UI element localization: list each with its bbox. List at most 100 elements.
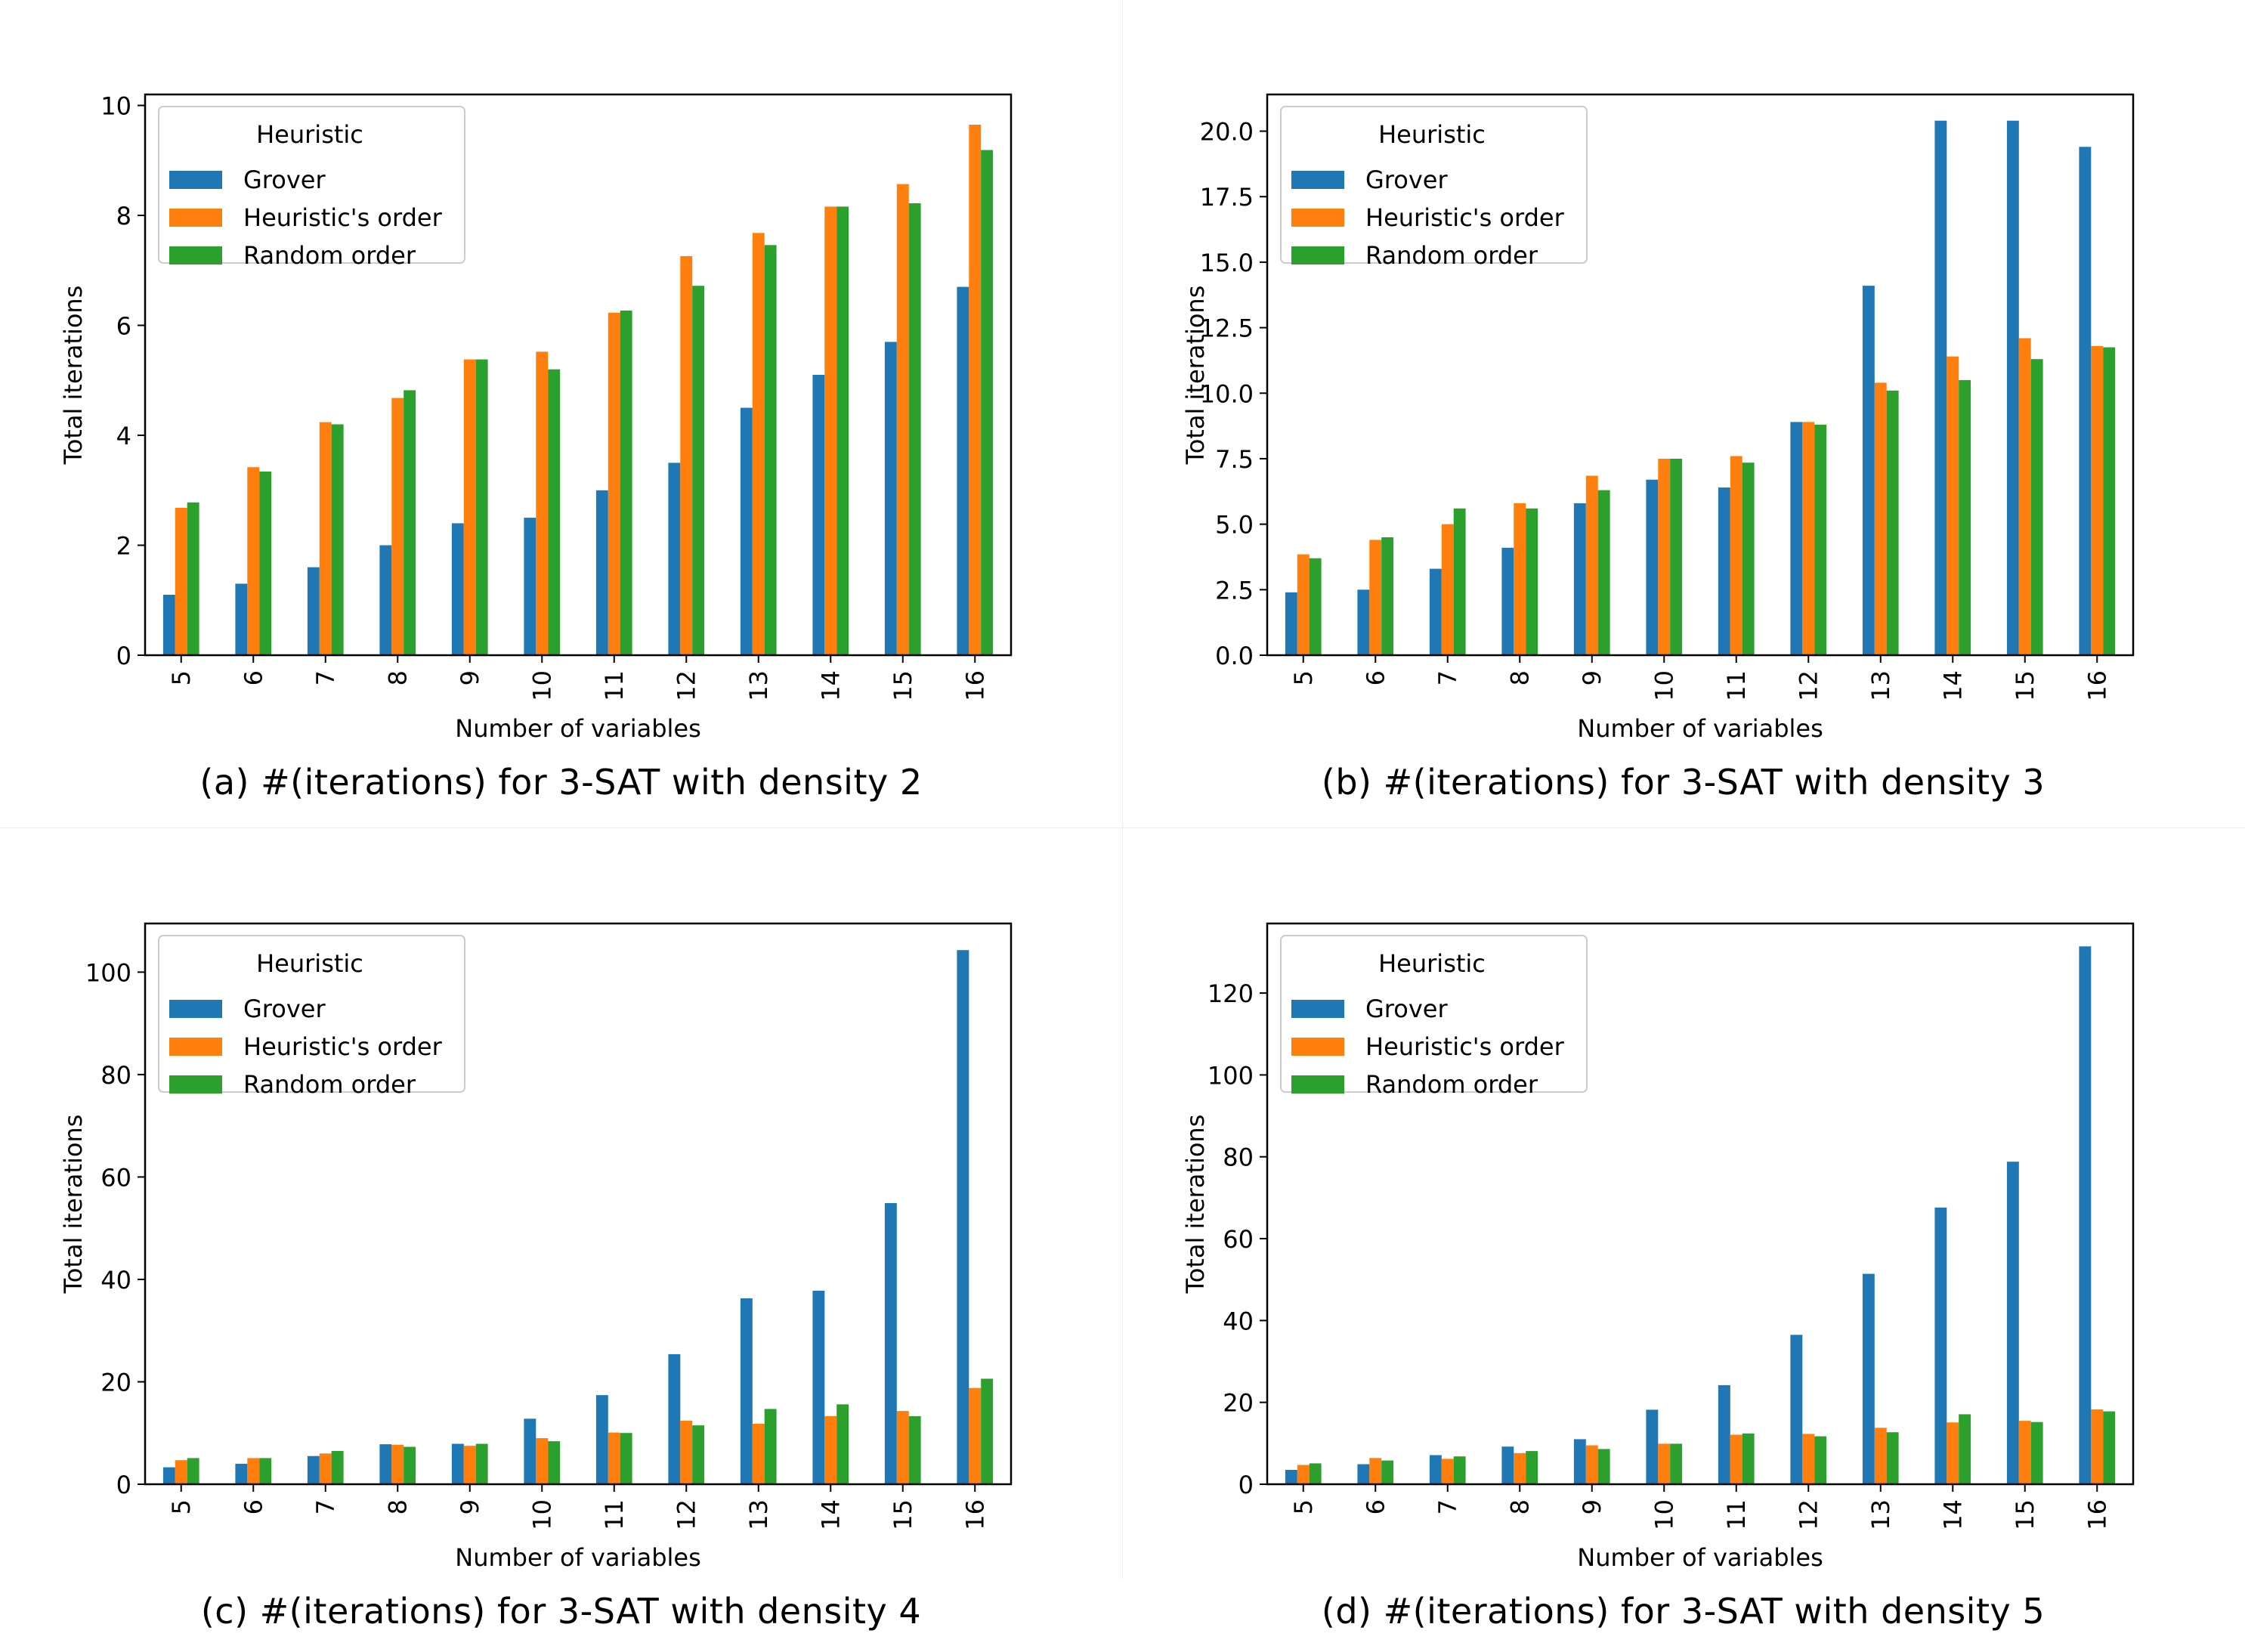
panel-d: 0 20 40 60 80 100 120 5 6 7 8 9 10 11 12 13 14 15 16 Number…: [1122, 829, 2244, 1652]
x-tick-label: 13: [1866, 1499, 1895, 1530]
x-tick-label: 12: [1794, 670, 1823, 701]
x-tick-label: 8: [1505, 1499, 1534, 1514]
bar-heuristic-s-order-13: [1874, 1428, 1887, 1484]
x-tick-label: 7: [1433, 670, 1462, 685]
x-tick-label: 6: [1361, 670, 1390, 685]
bar-random-order-6: [1381, 1460, 1394, 1484]
y-tick-label: 60: [1223, 1225, 1254, 1254]
bar-random-order-12: [1814, 424, 1827, 655]
bar-grover-11: [595, 490, 608, 655]
chart-a: 0 2 4 6 8 10 5 6 7 8 9 10 11 12 13 14 15 16 Number of vari…: [59, 92, 1013, 743]
legend-box: [1280, 106, 1588, 264]
bar-grover-14: [812, 1290, 825, 1484]
bar-random-order-14: [1959, 379, 1971, 655]
bar-heuristic-s-order-6: [1369, 1458, 1382, 1484]
bar-grover-8: [1501, 547, 1514, 655]
bar-heuristic-s-order-7: [1441, 1459, 1454, 1484]
y-tick-label: 5.0: [1215, 511, 1254, 540]
bar-grover-13: [1862, 286, 1875, 655]
plot-frame: [144, 922, 1013, 1486]
bar-grover-15: [884, 342, 897, 655]
x-tick-label: 15: [2011, 670, 2039, 701]
y-tick-label: 20.0: [1200, 118, 1254, 147]
bar-grover-16: [2079, 946, 2092, 1484]
legend-label: Random order: [1365, 1070, 1538, 1099]
x-axis-label: Number of variables: [1577, 714, 1823, 743]
y-tick-label: 15.0: [1200, 249, 1254, 277]
bar-random-order-16: [981, 150, 994, 655]
bar-random-order-6: [1381, 537, 1394, 655]
x-tick-label: 6: [239, 670, 267, 685]
x-tick-label: 13: [744, 670, 773, 701]
x-tick-label: 11: [600, 670, 629, 701]
x-tick-label: 14: [1938, 670, 1967, 701]
bar-heuristic-s-order-8: [391, 398, 404, 655]
bar-grover-14: [1934, 1207, 1947, 1484]
bar-grover-6: [1357, 1464, 1370, 1484]
bar-random-order-7: [331, 1451, 344, 1484]
plot-frame: [1266, 922, 2135, 1486]
bar-grover-12: [668, 462, 681, 655]
bar-heuristic-s-order-7: [319, 1453, 332, 1484]
legend-box: [158, 935, 465, 1093]
y-tick-label: 0: [116, 1471, 131, 1499]
bar-random-order-15: [2030, 359, 2043, 655]
y-axis-label: Total iterations: [1181, 286, 1210, 466]
bar-random-order-15: [908, 1415, 921, 1484]
bar-random-order-15: [908, 203, 921, 655]
bar-heuristic-s-order-15: [896, 184, 909, 656]
legend-title: Heuristic: [1378, 120, 1486, 149]
bar-grover-7: [307, 567, 320, 655]
x-tick-label: 5: [167, 670, 196, 685]
x-tick-label: 5: [1289, 670, 1318, 685]
chart-c: 0 20 40 60 80 100 5 6 7 8 9 10 11 12 13 14 15 16 Number of…: [59, 922, 1013, 1572]
plot-frame: [144, 93, 1013, 657]
legend-label: Heuristic's order: [243, 203, 443, 232]
y-tick-label: 17.5: [1200, 183, 1254, 212]
bar-grover-6: [1357, 589, 1370, 655]
bar-heuristic-s-order-16: [969, 1387, 982, 1484]
y-tick-label: 20: [1223, 1389, 1254, 1418]
legend-label: Random order: [1365, 241, 1538, 270]
caption-d: (d) #(iterations) for 3-SAT with density…: [1321, 1591, 2046, 1632]
y-tick-label: 80: [100, 1061, 131, 1090]
legend-box: [1280, 935, 1588, 1093]
bar-heuristic-s-order-13: [752, 233, 765, 655]
bar-heuristic-s-order-12: [680, 1421, 693, 1484]
bar-random-order-10: [548, 1441, 561, 1484]
y-tick-label: 7.5: [1215, 445, 1254, 474]
x-tick-label: 9: [1578, 670, 1606, 685]
bar-heuristic-s-order-8: [1514, 1452, 1526, 1484]
bar-grover-10: [524, 518, 537, 655]
bar-heuristic-s-order-9: [1585, 1445, 1598, 1484]
x-tick-label: 9: [1578, 1499, 1606, 1514]
legend-label: Heuristic's order: [243, 1032, 443, 1061]
bar-random-order-5: [187, 1458, 199, 1484]
bar-grover-7: [307, 1456, 320, 1484]
bar-heuristic-s-order-8: [1514, 503, 1526, 655]
y-tick-label: 100: [1208, 1061, 1254, 1090]
bar-heuristic-s-order-14: [1947, 1422, 1959, 1484]
y-tick-label: 12.5: [1200, 314, 1254, 343]
x-tick-label: 14: [816, 1499, 845, 1530]
y-tick-label: 80: [1223, 1143, 1254, 1172]
x-tick-label: 8: [383, 670, 412, 685]
bar-grover-11: [1718, 487, 1730, 655]
y-tick-label: 0: [1238, 1471, 1254, 1499]
bar-grover-13: [740, 1298, 753, 1484]
bar-grover-12: [1790, 422, 1803, 655]
bar-grover-16: [957, 950, 969, 1484]
bar-heuristic-s-order-14: [1947, 356, 1959, 655]
x-tick-label: 9: [456, 670, 484, 685]
bar-heuristic-s-order-10: [536, 1438, 549, 1484]
legend-swatch-heuristic-s-order: [169, 1038, 222, 1056]
x-axis-label: Number of variables: [455, 714, 701, 743]
caption-a: (a) #(iterations) for 3-SAT with density…: [199, 762, 923, 803]
y-tick-label: 0.0: [1215, 642, 1254, 670]
x-tick-label: 13: [1866, 670, 1895, 701]
bar-heuristic-s-order-9: [463, 359, 476, 655]
chart-b: 0.0 2.5 5.0 7.5 10.0 12.5 15.0 17.5 20.0 5 6 7 8 9 10 1…: [1181, 93, 2135, 743]
bar-random-order-11: [620, 310, 632, 655]
y-tick-label: 10: [100, 92, 131, 121]
y-tick-label: 2.5: [1215, 576, 1254, 605]
